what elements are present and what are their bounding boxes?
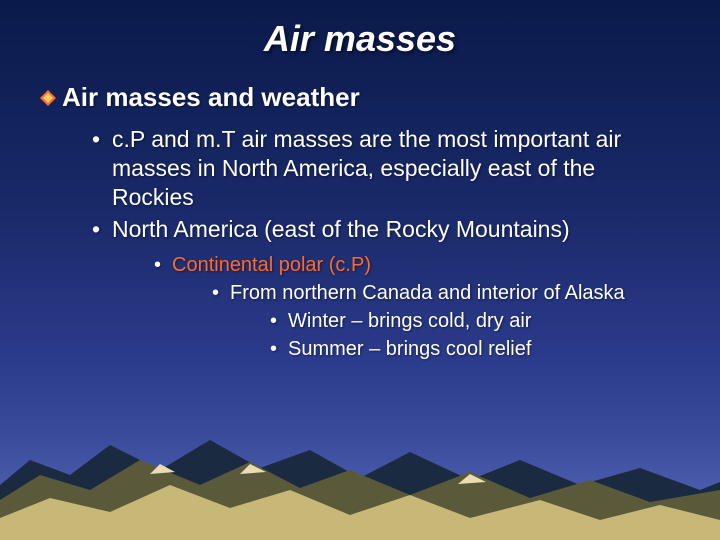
bullet-list-level3: From northern Canada and interior of Ala…	[212, 280, 680, 362]
list-item: From northern Canada and interior of Ala…	[212, 280, 680, 362]
bullet-list-level1: c.P and m.T air masses are the most impo…	[92, 125, 680, 362]
diamond-bullet-icon	[40, 90, 56, 106]
list-item-accent-text: Continental polar (c.P)	[172, 254, 371, 276]
slide-title: Air masses	[40, 18, 680, 60]
bullet-list-level2: Continental polar (c.P) From northern Ca…	[154, 252, 680, 362]
slide-content: Air masses Air masses and weather c.P an…	[0, 0, 720, 362]
mountain-background-graphic	[0, 390, 720, 540]
list-item-text: From northern Canada and interior of Ala…	[230, 282, 625, 304]
list-item: Continental polar (c.P) From northern Ca…	[154, 252, 680, 362]
list-item: North America (east of the Rocky Mountai…	[92, 215, 680, 362]
list-item: Winter – brings cold, dry air	[270, 308, 680, 334]
list-item: Summer – brings cool relief	[270, 336, 680, 362]
subheading-text: Air masses and weather	[62, 82, 360, 113]
bullet-list-level4: Winter – brings cold, dry air Summer – b…	[270, 308, 680, 362]
slide-subheading: Air masses and weather	[40, 82, 680, 113]
list-item: c.P and m.T air masses are the most impo…	[92, 125, 680, 211]
list-item-text: North America (east of the Rocky Mountai…	[112, 216, 570, 242]
